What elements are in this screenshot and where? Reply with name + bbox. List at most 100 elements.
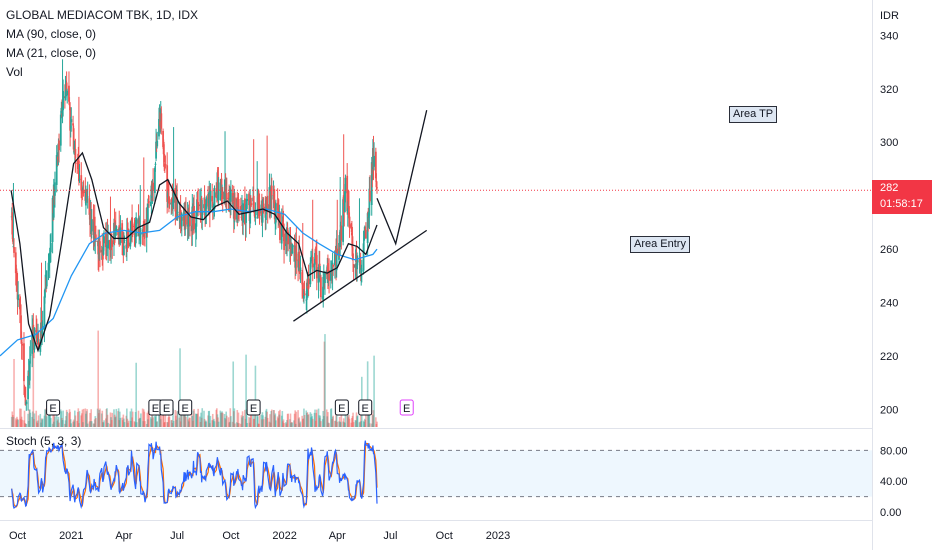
volume-bar	[140, 413, 142, 427]
volume-bar	[287, 414, 289, 427]
candle-body	[222, 192, 224, 199]
stoch-tick-label: 80.00	[880, 445, 908, 457]
currency-label: IDR	[880, 10, 899, 22]
candle-body	[332, 265, 334, 267]
volume-bar	[328, 423, 330, 427]
volume-bar	[283, 423, 285, 427]
candle-body	[148, 201, 150, 202]
volume-bar	[107, 423, 109, 427]
candle-body	[13, 247, 15, 253]
volume-bar	[17, 420, 19, 427]
candle-body	[267, 204, 269, 209]
volume-bar	[144, 421, 146, 427]
volume-bar	[152, 417, 154, 427]
area-entry-label[interactable]: Area Entry	[630, 236, 690, 253]
candle-body	[211, 196, 213, 201]
stoch-tick-label: 0.00	[880, 507, 901, 519]
candle-body	[58, 140, 60, 150]
volume-bar	[54, 417, 56, 427]
volume-bar	[169, 417, 171, 427]
volume-bar	[341, 414, 343, 427]
earnings-marker-label: E	[338, 403, 345, 415]
candle-body	[155, 164, 157, 165]
time-tick-label: 2022	[272, 530, 296, 542]
time-tick-label: Jul	[170, 530, 184, 542]
volume-bar	[214, 421, 216, 427]
legend-ma90[interactable]: MA (90, close, 0)	[6, 25, 198, 44]
time-tick-label: Jul	[383, 530, 397, 542]
volume-bar	[218, 422, 220, 427]
volume-bar	[324, 334, 326, 427]
candle-body	[353, 264, 355, 268]
volume-bar	[332, 416, 334, 427]
volume-bar	[46, 416, 48, 427]
price-tick-label: 200	[880, 404, 898, 416]
earnings-marker-label: E	[250, 403, 257, 415]
candle-body	[169, 199, 171, 204]
volume-bar	[75, 416, 77, 427]
candle-body	[107, 240, 109, 248]
volume-bar	[66, 412, 68, 427]
volume-bar	[135, 363, 137, 427]
candle-body	[373, 156, 375, 167]
candle-body	[29, 354, 31, 355]
time-tick-label: Apr	[329, 530, 346, 542]
earnings-marker-label: E	[182, 403, 189, 415]
volume-bar	[99, 409, 101, 427]
volume-bar	[156, 421, 158, 427]
volume-bar	[320, 421, 322, 427]
volume-bar	[304, 415, 306, 427]
stoch-legend[interactable]: Stoch (5, 3, 3)	[6, 434, 81, 448]
volume-bar	[87, 424, 89, 427]
volume-bar	[71, 423, 73, 427]
volume-bar	[185, 417, 187, 427]
candle-body	[23, 343, 25, 381]
volume-bar	[210, 416, 212, 427]
candle-body	[340, 226, 342, 241]
candle-body	[352, 253, 354, 259]
candle-body	[60, 115, 62, 146]
candle-body	[128, 243, 130, 247]
candle-body	[87, 197, 89, 198]
volume-bar	[116, 409, 118, 427]
volume-bar	[271, 410, 273, 427]
candle-body	[349, 217, 351, 228]
volume-bar	[353, 422, 355, 427]
volume-bar	[201, 408, 203, 427]
volume-bar	[226, 416, 228, 427]
volume-bar	[349, 419, 351, 427]
candle-body	[226, 193, 228, 200]
volume-bar	[369, 423, 371, 427]
candle-body	[357, 261, 359, 263]
symbol-title[interactable]: GLOBAL MEDIACOM TBK, 1D, IDX	[6, 6, 198, 25]
candle-body	[70, 119, 72, 122]
candle-body	[147, 204, 149, 224]
candle-body	[103, 236, 105, 243]
earnings-marker-label: E	[362, 403, 369, 415]
candle-body	[54, 182, 56, 195]
candle-body	[376, 187, 378, 188]
legend-volume[interactable]: Vol	[6, 63, 198, 82]
legend-ma21[interactable]: MA (21, close, 0)	[6, 44, 198, 63]
candle-body	[189, 217, 191, 226]
price-tick-label: 300	[880, 137, 898, 149]
volume-bar	[230, 416, 232, 427]
volume-bar	[21, 420, 23, 427]
price-tick-label: 240	[880, 297, 898, 309]
candle-body	[369, 191, 371, 201]
volume-bar	[173, 421, 175, 427]
candle-body	[246, 199, 248, 201]
time-tick-label: Oct	[222, 530, 239, 542]
volume-bar	[79, 411, 81, 427]
volume-bar	[83, 409, 85, 427]
candle-body	[66, 91, 68, 96]
countdown-timer: 01:58:17	[872, 196, 932, 212]
area-tp-label[interactable]: Area TP	[729, 106, 777, 123]
volume-bar	[132, 412, 134, 427]
volume-bar	[267, 418, 269, 427]
volume-bar	[197, 409, 199, 427]
earnings-marker-label: E	[49, 403, 56, 415]
volume-bar	[120, 418, 122, 427]
volume-bar	[111, 413, 113, 427]
